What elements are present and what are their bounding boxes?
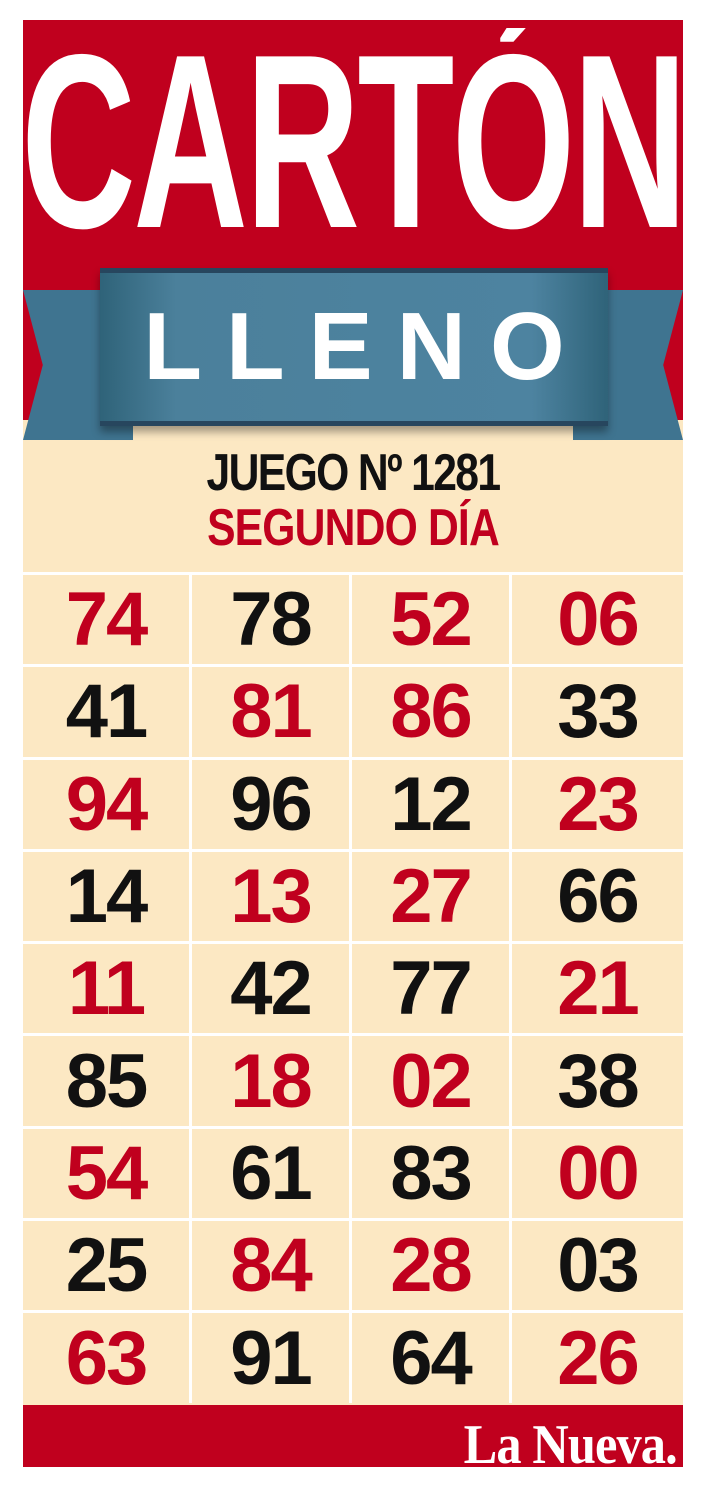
grid-cell: 18 xyxy=(192,1033,352,1126)
grid-cell: 94 xyxy=(23,756,192,849)
title: CARTÓN xyxy=(23,28,683,243)
title-text: CARTÓN xyxy=(23,28,683,243)
grid-cell: 81 xyxy=(192,664,352,757)
number-grid: 74 78 52 06 41 81 86 33 94 96 12 23 14 13 27 66 11 42 77 21… xyxy=(23,572,683,1403)
grid-cell: 41 xyxy=(23,664,192,757)
grid-cell: 96 xyxy=(192,756,352,849)
grid-cell: 54 xyxy=(23,1125,192,1219)
game-number: JUEGO Nº 1281 xyxy=(206,444,502,502)
grid-cell: 61 xyxy=(192,1125,352,1219)
grid-cell: 14 xyxy=(23,848,192,942)
grid-cell: 66 xyxy=(512,848,683,941)
grid-cell: 11 xyxy=(23,941,192,1034)
footer: La Nueva. xyxy=(23,1405,683,1476)
la-nueva-logo: La Nueva. xyxy=(463,1414,678,1476)
grid-cell: 21 xyxy=(512,941,683,1033)
grid-cell: 02 xyxy=(352,1033,512,1126)
grid-cell: 77 xyxy=(352,941,512,1034)
grid-cell: 13 xyxy=(192,848,352,942)
day-label: SEGUNDO DÍA xyxy=(207,499,500,557)
grid-cell: 84 xyxy=(192,1218,352,1311)
ribbon-text: LLENO xyxy=(143,293,589,400)
grid-cell: 64 xyxy=(352,1310,512,1403)
grid-cell: 52 xyxy=(352,572,512,665)
grid-cell: 83 xyxy=(352,1125,512,1219)
grid-cell: 74 xyxy=(23,572,192,665)
grid-cell: 26 xyxy=(512,1310,683,1402)
grid-cell: 25 xyxy=(23,1218,192,1311)
grid-cell: 12 xyxy=(352,756,512,849)
grid-cell: 85 xyxy=(23,1033,192,1126)
grid-cell: 33 xyxy=(512,664,683,756)
grid-cell: 63 xyxy=(23,1310,192,1403)
bingo-card: CARTÓN LLENO JUEGO Nº 1281 SEGUNDO DÍA 7… xyxy=(23,20,683,1476)
grid-cell: 06 xyxy=(512,572,683,664)
ribbon: LLENO xyxy=(100,268,608,426)
grid-cell: 38 xyxy=(512,1033,683,1125)
grid-cell: 42 xyxy=(192,941,352,1034)
grid-cell: 03 xyxy=(512,1218,683,1310)
grid-cell: 28 xyxy=(352,1218,512,1311)
grid-cell: 27 xyxy=(352,848,512,942)
grid-cell: 00 xyxy=(512,1125,683,1218)
grid-cell: 86 xyxy=(352,664,512,757)
grid-cell: 78 xyxy=(192,572,352,665)
grid-cell: 23 xyxy=(512,756,683,849)
grid-cell: 91 xyxy=(192,1310,352,1403)
